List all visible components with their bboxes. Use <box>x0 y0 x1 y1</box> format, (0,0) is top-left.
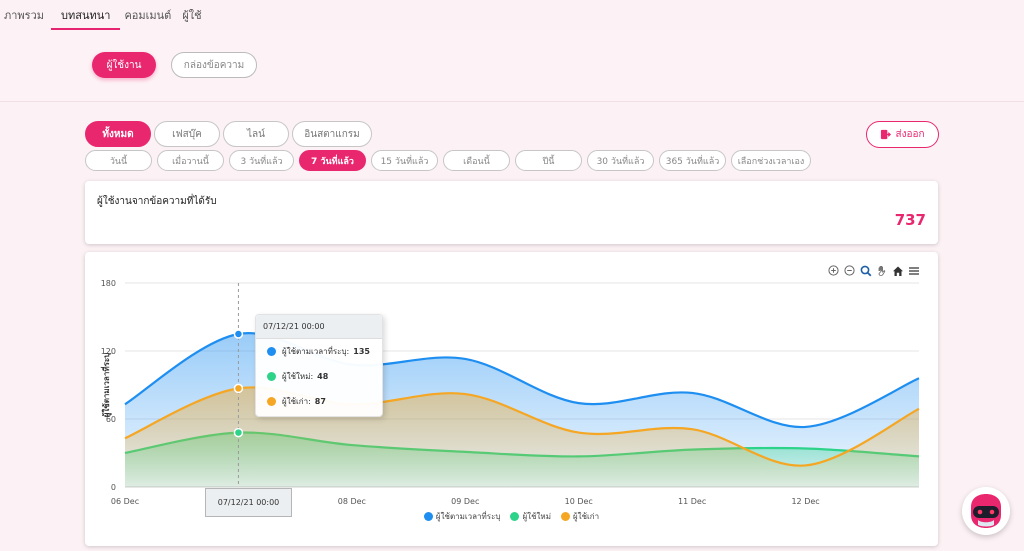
y-tick-label: 180 <box>101 279 116 288</box>
robot-icon <box>962 487 1010 535</box>
menu-icon[interactable] <box>907 264 920 277</box>
x-tick-label: 10 Dec <box>565 497 593 506</box>
stat-card: ผู้ใช้งานจากข้อความที่ได้รับ 737 <box>85 181 938 244</box>
series-new-dot <box>267 372 276 381</box>
tooltip-value-old: 87 <box>314 397 326 406</box>
tooltip-value-total: 135 <box>353 347 370 356</box>
y-tick-label: 0 <box>111 483 116 492</box>
top-nav: ภาพรวม บทสนทนา คอมเมนต์ ผู้ใช้ <box>0 0 1024 30</box>
sub-nav-bar <box>0 30 1024 102</box>
zoom-out-icon[interactable] <box>843 264 856 277</box>
data-point-total <box>233 329 244 339</box>
reset-home-icon[interactable] <box>891 264 904 277</box>
legend-label-old: ผู้ใช้เก่า <box>572 512 600 521</box>
x-tick-label: 09 Dec <box>451 497 479 506</box>
range-filter-today[interactable]: วันนี้ <box>85 150 152 171</box>
channel-filter-line[interactable]: ไลน์ <box>223 121 289 147</box>
chart-toolbar <box>827 264 920 277</box>
legend-item-old[interactable]: ผู้ใช้เก่า <box>560 510 600 523</box>
export-label: ส่งออก <box>895 129 925 140</box>
channel-filter-all[interactable]: ทั้งหมด <box>85 121 151 147</box>
range-filter-7-days[interactable]: 7 วันที่แล้ว <box>299 150 366 171</box>
range-filter-3-days[interactable]: 3 วันที่แล้ว <box>229 150 294 171</box>
zoom-in-icon[interactable] <box>827 264 840 277</box>
tooltip-row-old: ผู้ใช้เก่า: 87 <box>256 389 382 414</box>
chatbot-avatar[interactable] <box>962 487 1010 535</box>
tab-conversations[interactable]: บทสนทนา <box>51 0 121 30</box>
x-tick-label: 08 Dec <box>338 497 366 506</box>
stat-value: 737 <box>894 211 926 229</box>
x-tick-label: 06 Dec <box>111 497 139 506</box>
tooltip-label-new: ผู้ใช้ใหม่: <box>282 372 314 381</box>
channel-filter-facebook[interactable]: เฟสบุ๊ค <box>154 121 220 147</box>
legend-dot-total <box>423 512 433 521</box>
inbox-subtab[interactable]: กล่องข้อความ <box>171 52 257 78</box>
x-tick-label: 12 Dec <box>791 497 819 506</box>
series-total-line <box>124 332 920 429</box>
legend-dot-new <box>510 512 520 521</box>
x-tick-label: 11 Dec <box>678 497 706 506</box>
range-filter-30-days[interactable]: 30 วันที่แล้ว <box>587 150 654 171</box>
y-axis-label: ผู้ใช้ตามเวลาที่ระบุ <box>100 353 112 418</box>
range-filter-this-year[interactable]: ปีนี้ <box>515 150 582 171</box>
legend-dot-old <box>560 512 570 521</box>
tab-overview[interactable]: ภาพรวม <box>4 9 45 22</box>
channel-filter-instagram[interactable]: อินสตาแกรม <box>292 121 372 147</box>
data-point-new <box>233 427 244 438</box>
range-filter-15-days[interactable]: 15 วันที่แล้ว <box>371 150 438 171</box>
export-icon <box>881 129 892 140</box>
data-point-old <box>233 383 244 394</box>
pan-hand-icon[interactable] <box>875 264 888 277</box>
series-total-dot <box>267 347 276 356</box>
crosshair-x-label: 07/12/21 00:00 <box>205 488 292 517</box>
tooltip-label-old: ผู้ใช้เก่า: <box>282 397 311 406</box>
legend-item-new[interactable]: ผู้ใช้ใหม่ <box>510 510 551 523</box>
tab-comments[interactable]: คอมเมนต์ <box>124 9 172 22</box>
legend-item-total[interactable]: ผู้ใช้ตามเวลาที่ระบุ <box>423 510 501 523</box>
tooltip-row-new: ผู้ใช้ใหม่: 48 <box>256 364 382 389</box>
range-filter-yesterday[interactable]: เมื่อวานนี้ <box>157 150 224 171</box>
export-button[interactable]: ส่งออก <box>866 121 939 148</box>
series-old-line <box>124 386 920 467</box>
tooltip-label-total: ผู้ใช้ตามเวลาที่ระบุ: <box>282 347 350 356</box>
chart-card: 0 60 120 180 ผู้ใช้ตามเวลาที่ระบุ 06 Dec 08 De… <box>85 252 938 546</box>
legend-label-new: ผู้ใช้ใหม่ <box>522 512 551 521</box>
stat-title: ผู้ใช้งานจากข้อความที่ได้รับ <box>97 196 217 207</box>
range-filter-365-days[interactable]: 365 วันที่แล้ว <box>659 150 726 171</box>
range-filter-this-month[interactable]: เดือนนี้ <box>443 150 510 171</box>
chart-tooltip: 07/12/21 00:00 ผู้ใช้ตามเวลาที่ระบุ: 135… <box>255 314 383 417</box>
users-subtab[interactable]: ผู้ใช้งาน <box>92 52 156 78</box>
tooltip-header: 07/12/21 00:00 <box>256 315 382 339</box>
chart-legend: ผู้ใช้ตามเวลาที่ระบุ ผู้ใช้ใหม่ ผู้ใช้เก… <box>85 510 938 523</box>
magnifier-icon[interactable] <box>859 264 872 277</box>
y-tick-label: 60 <box>106 415 116 424</box>
tooltip-row-total: ผู้ใช้ตามเวลาที่ระบุ: 135 <box>256 339 382 364</box>
y-tick-label: 120 <box>101 347 116 356</box>
series-old-dot <box>267 397 276 406</box>
range-filter-custom[interactable]: เลือกช่วงเวลาเอง <box>731 150 811 171</box>
tab-users[interactable]: ผู้ใช้ <box>182 9 202 22</box>
legend-label-total: ผู้ใช้ตามเวลาที่ระบุ <box>435 512 501 521</box>
tooltip-value-new: 48 <box>317 372 329 381</box>
